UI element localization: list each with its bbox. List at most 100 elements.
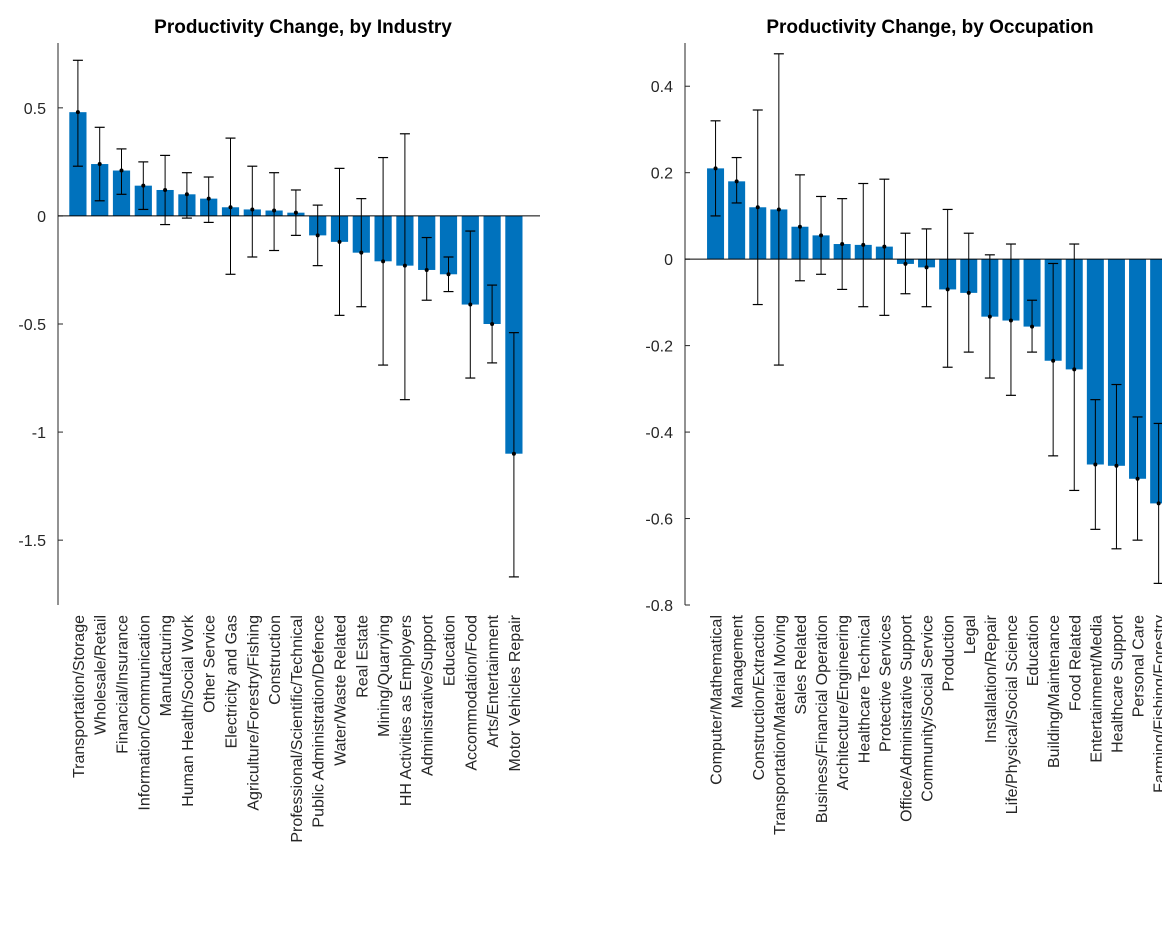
point-marker: [797, 224, 802, 229]
category-label: Public Administration/Defence: [311, 615, 328, 828]
category-label: Architecture/Engineering: [835, 615, 852, 790]
point-marker: [446, 272, 451, 277]
bar: [483, 215, 501, 324]
category-label: Office/Administrative Support: [898, 614, 915, 821]
y-tick-label: 0: [37, 209, 46, 226]
category-label: Healthcare Support: [1109, 614, 1126, 752]
y-tick-label: -1.5: [18, 533, 46, 550]
category-label: Mining/Quarrying: [376, 615, 393, 737]
y-tick-label: -0.4: [645, 425, 673, 442]
point-marker: [184, 192, 189, 197]
category-label: Business/Financial Operation: [814, 615, 831, 823]
category-label: Administrative/Support: [420, 614, 437, 776]
occupation-chart-title: Productivity Change, by Occupation: [766, 17, 1093, 38]
category-label: Sales Related: [793, 615, 810, 715]
point-marker: [861, 242, 866, 247]
point-marker: [882, 244, 887, 249]
point-marker: [163, 187, 168, 192]
point-marker: [1156, 501, 1161, 506]
point-marker: [713, 166, 718, 171]
point-marker: [250, 207, 255, 212]
category-label: Transportation/Storage: [71, 615, 88, 778]
bar: [728, 181, 746, 260]
point-marker: [840, 242, 845, 247]
category-label: Community/Social Service: [920, 615, 937, 802]
point-marker: [903, 261, 908, 266]
point-marker: [97, 162, 102, 167]
point-marker: [337, 239, 342, 244]
category-label: Manufacturing: [158, 615, 175, 716]
point-marker: [987, 314, 992, 319]
point-marker: [315, 233, 320, 238]
category-label: Wholesale/Retail: [93, 615, 110, 735]
point-marker: [119, 168, 124, 173]
point-marker: [381, 259, 386, 264]
category-label: Protective Services: [877, 615, 894, 752]
category-label: Building/Maintenance: [1046, 615, 1063, 768]
point-marker: [490, 322, 495, 326]
category-label: Life/Physical/Social Science: [1004, 615, 1021, 814]
point-marker: [511, 451, 516, 456]
category-label: Motor Vehicles Repair: [507, 614, 524, 771]
y-tick-label: 0.4: [651, 79, 673, 96]
bar: [1086, 259, 1104, 465]
category-label: Professional/Scientific/Technical: [289, 615, 306, 843]
y-tick-label: 0: [664, 252, 673, 269]
point-marker: [1030, 324, 1035, 329]
point-marker: [1093, 462, 1098, 467]
industry-chart: Productivity Change, by Industry 0.5 0 -0.…: [18, 17, 540, 843]
point-marker: [206, 196, 211, 201]
category-label: Legal: [962, 615, 979, 654]
point-marker: [966, 290, 971, 295]
category-label: Electricity and Gas: [224, 615, 241, 748]
bar: [1023, 259, 1041, 327]
point-marker: [1135, 476, 1140, 481]
y-tick-label: -0.2: [645, 339, 673, 356]
bar: [1129, 259, 1147, 479]
point-marker: [228, 205, 233, 210]
category-label: Installation/Repair: [983, 614, 1000, 743]
error-bar: [247, 165, 258, 258]
point-marker: [424, 267, 429, 272]
point-marker: [1072, 367, 1077, 372]
industry-chart-title: Productivity Change, by Industry: [154, 17, 452, 38]
category-label: Education: [442, 615, 459, 686]
point-marker: [755, 205, 760, 210]
category-label: Farming/Fishing/Forestry: [1152, 615, 1162, 793]
category-label: Information/Communication: [136, 615, 153, 811]
category-label: Financial/Insurance: [115, 615, 132, 754]
point-marker: [359, 250, 364, 255]
point-marker: [1114, 463, 1119, 468]
category-label: Computer/Mathematical: [709, 615, 726, 785]
occupation-chart: Productivity Change, by Occupation 0.4 0.…: [645, 17, 1162, 835]
category-label: Real Estate: [354, 615, 371, 698]
point-marker: [924, 265, 929, 270]
category-label: Construction: [267, 615, 284, 705]
bar: [1150, 259, 1162, 504]
point-marker: [402, 263, 407, 268]
y-tick-label: -1: [32, 425, 46, 442]
point-marker: [1051, 358, 1056, 363]
category-label: Arts/Entertainment: [485, 614, 502, 747]
point-marker: [734, 179, 739, 184]
y-tick-label: -0.6: [645, 512, 673, 529]
category-label: Production: [941, 615, 958, 692]
category-label: Entertainment/Media: [1088, 615, 1105, 763]
y-tick-label: -0.5: [18, 317, 46, 334]
category-label: Human Health/Social Work: [180, 614, 197, 807]
category-label: Accommodation/Food: [463, 615, 480, 771]
point-marker: [776, 207, 781, 212]
point-marker: [1008, 318, 1013, 323]
point-marker: [75, 110, 80, 115]
category-label: Food Related: [1067, 615, 1084, 711]
y-tick-label: -0.8: [645, 598, 673, 615]
point-marker: [272, 208, 277, 213]
category-label: Agriculture/Forestry/Fishing: [245, 615, 262, 811]
bar: [1107, 259, 1125, 466]
point-marker: [819, 233, 824, 238]
category-label: Personal Care: [1131, 615, 1148, 717]
point-marker: [141, 183, 146, 188]
bar: [439, 215, 458, 275]
error-bar: [1069, 243, 1080, 492]
